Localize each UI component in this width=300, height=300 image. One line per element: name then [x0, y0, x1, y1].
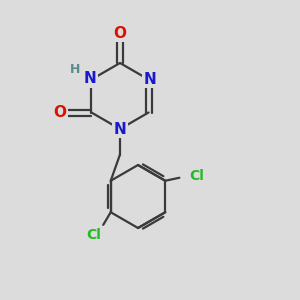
Text: O: O — [113, 26, 127, 40]
Text: Cl: Cl — [86, 228, 101, 242]
Text: H: H — [70, 62, 80, 76]
Text: O: O — [53, 105, 66, 120]
Text: N: N — [144, 72, 157, 87]
Text: N: N — [83, 71, 96, 86]
Text: Cl: Cl — [189, 169, 204, 183]
Text: N: N — [114, 122, 126, 137]
